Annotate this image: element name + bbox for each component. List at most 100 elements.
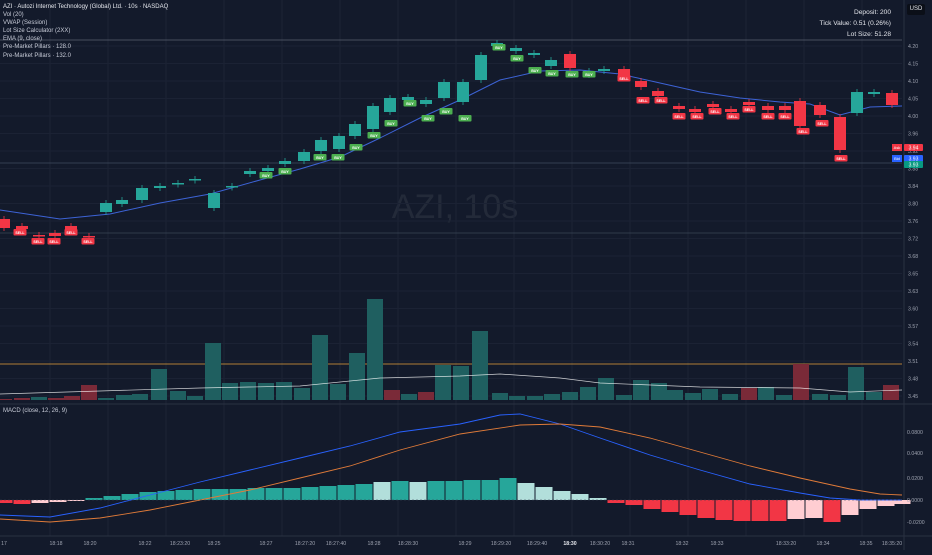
volume-bar-down (418, 392, 434, 400)
time-axis-label: 18:33:20 (776, 541, 796, 547)
svg-text:SELL: SELL (656, 99, 666, 103)
macd-histogram-bar (301, 487, 319, 500)
candle-bullish (851, 92, 863, 113)
sell-signal-tag: SELL (672, 113, 686, 120)
macd-histogram-bar (85, 498, 103, 500)
price-tag-value: 3.93 (909, 156, 919, 162)
price-axis-label: 4.10 (908, 79, 918, 85)
buy-sell-signals: SELL SELL SELL SELL SELL BUY BUY BUY BUY BUY BUY BU… (13, 44, 848, 245)
macd-histogram-bar (391, 481, 409, 500)
price-axis-label: 3.84 (908, 184, 918, 190)
volume-bar-up (187, 396, 203, 400)
price-tag-value-box (904, 155, 923, 162)
price-tag-value: 3.94 (909, 145, 919, 151)
time-axis-label: 18:30 (563, 541, 576, 547)
svg-text:SELL: SELL (49, 240, 59, 244)
candle-bearish (83, 236, 95, 238)
svg-text:SELL: SELL (83, 240, 93, 244)
svg-text:SELL: SELL (674, 115, 684, 119)
macd-line (0, 413, 902, 518)
volume-bar-down (741, 388, 757, 400)
volume-bar-up (830, 395, 846, 400)
macd-histogram-bar (751, 500, 769, 521)
time-axis-label: 18:22 (139, 541, 152, 547)
svg-text:BUY: BUY (281, 170, 289, 174)
sell-signal-tag: SELL (796, 128, 810, 135)
macd-histogram-bar (535, 487, 553, 500)
buy-signal-tag: BUY (403, 100, 417, 107)
currency-badge[interactable]: USD (907, 4, 925, 15)
price-axis-label: 3.60 (908, 307, 918, 313)
time-axis-label: 17 (1, 541, 7, 547)
candle-bullish (475, 55, 487, 80)
price-tag-value: 3.93 (909, 162, 919, 168)
price-tag-label-box (892, 144, 902, 151)
svg-text:BUY: BUY (495, 46, 503, 50)
volume-bar-up (651, 383, 667, 400)
price-tag: 3.93 (904, 161, 923, 168)
sell-signal-tag: SELL (64, 229, 78, 236)
buy-signal-tag: BUY (421, 115, 435, 122)
indicator-ema[interactable]: EMA (9, close) (3, 36, 43, 43)
volume-bar-up (598, 378, 614, 400)
volume-bar-down (81, 385, 97, 400)
volume-bar-up (527, 396, 543, 400)
buy-signal-tag: BUY (313, 154, 327, 161)
sell-signal-tag: SELL (13, 229, 27, 236)
volume-bar-up (472, 331, 488, 400)
sell-signal-tag: SELL (708, 108, 722, 115)
candle-bullish (528, 53, 540, 55)
time-axis-label: 18:28 (368, 541, 381, 547)
macd-histogram-bar (481, 480, 499, 500)
chart-title[interactable]: AZI · Autozi Internet Technology (Global… (3, 4, 169, 10)
svg-text:BUY: BUY (513, 57, 521, 61)
volume-bar-up (758, 387, 774, 400)
volume-bar-up (702, 389, 718, 400)
horizontal-level-lines (0, 39, 902, 365)
time-axis[interactable]: 17 18:18 18:20 18:22 18:23:20 18:25 18:27 18:27… (1, 541, 902, 547)
svg-text:SELL: SELL (780, 115, 790, 119)
volume-bar-up (435, 365, 451, 400)
price-axis-label: 3.57 (908, 324, 918, 330)
indicator-vwap[interactable]: VWAP (Session) (3, 20, 48, 27)
svg-text:BUY: BUY (548, 72, 556, 76)
volume-bar-up (776, 395, 792, 400)
sell-signal-tag: SELL (47, 238, 61, 245)
volume-bar-down (384, 390, 400, 400)
macd-histogram-bar (517, 483, 535, 500)
price-axis-label: 3.45 (908, 394, 918, 400)
buy-signal-tag: BUY (458, 115, 472, 122)
svg-text:SELL: SELL (817, 122, 827, 126)
candle-bearish (814, 105, 826, 115)
price-axis[interactable]: 4.20 4.15 4.10 4.05 4.00 3.96 3.92 3.88 3.84 3.80… (907, 44, 925, 526)
price-tag-value-box (904, 161, 923, 168)
candle-bullish (420, 100, 432, 104)
macd-histogram-bar (265, 488, 283, 500)
candle-bullish (208, 193, 220, 208)
price-axis-label: 4.00 (908, 114, 918, 120)
sell-signal-tag: SELL (690, 113, 704, 120)
time-axis-label: 18:30:20 (590, 541, 610, 547)
candle-bullish (154, 186, 166, 188)
time-axis-label: 18:29:20 (491, 541, 511, 547)
volume-bar-up (31, 397, 47, 400)
volume-bar-down (48, 398, 64, 400)
volume-bar-up (580, 387, 596, 400)
macd-legend[interactable]: MACD (close, 12, 26, 9) (3, 408, 68, 414)
volume-bar-up (170, 391, 186, 400)
volume-bar-up (349, 353, 365, 400)
price-axis-label: 3.65 (908, 272, 918, 278)
candle-bullish (598, 69, 610, 71)
indicator-lot-size[interactable]: Lot Size Calculator (2XX) (3, 28, 71, 35)
candle-bearish (725, 109, 737, 112)
indicator-volume[interactable]: Vol (20) (3, 12, 24, 19)
volume-bar-up (367, 299, 383, 400)
indicator-premarket-2[interactable]: Pre-Market Pillars · 132.0 (3, 52, 72, 59)
indicator-premarket-1[interactable]: Pre-Market Pillars · 128.0 (3, 44, 72, 51)
svg-text:BUY: BUY (352, 146, 360, 150)
candle-bearish (673, 106, 685, 109)
time-axis-label: 18:23:20 (170, 541, 190, 547)
buy-signal-tag: BUY (510, 55, 524, 62)
